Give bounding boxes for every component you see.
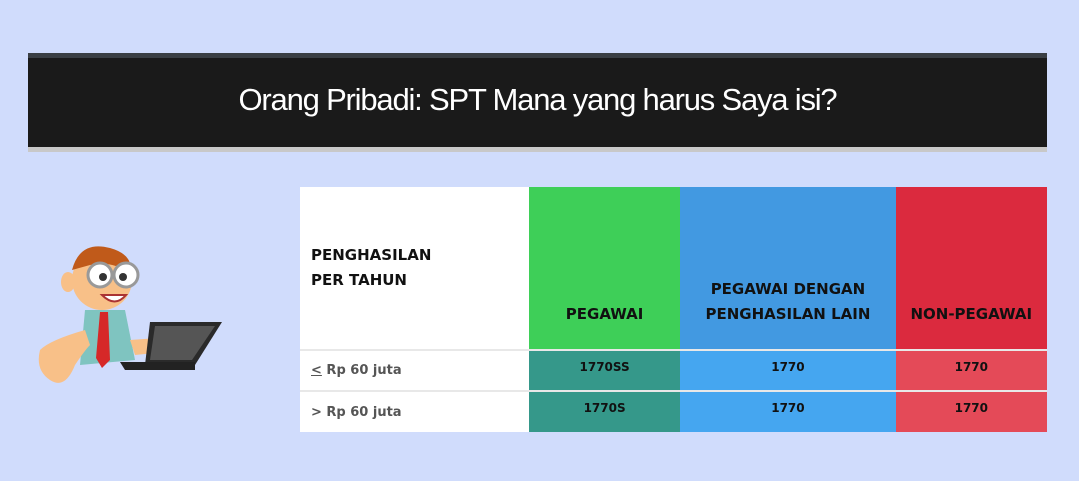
cell-pegawai: 1770SS — [528, 349, 681, 391]
table-row: > Rp 60 juta 1770S 1770 1770 — [300, 390, 1047, 432]
less-equal-sign: < — [311, 363, 322, 378]
row-label-text: Rp 60 juta — [321, 363, 402, 378]
cell-pegawai-lain: 1770 — [680, 349, 896, 391]
column-header-pegawai-lain: PEGAWAI DENGAN PENGHASILAN LAIN — [680, 187, 896, 350]
cell-pegawai-lain: 1770 — [680, 390, 896, 432]
row-label: > Rp 60 juta — [300, 390, 529, 432]
page-title: Orang Pribadi: SPT Mana yang harus Saya … — [238, 82, 838, 117]
row-label: < Rp 60 juta — [300, 349, 529, 391]
cell-pegawai: 1770S — [528, 390, 681, 432]
column-header-pegawai: PEGAWAI — [528, 187, 681, 350]
title-banner: Orang Pribadi: SPT Mana yang harus Saya … — [28, 53, 1047, 147]
table-row: < Rp 60 juta 1770SS 1770 1770 — [300, 349, 1047, 391]
cell-non-pegawai: 1770 — [895, 390, 1047, 432]
column-header-non-pegawai: NON-PEGAWAI — [895, 187, 1047, 350]
column-header-income: PENGHASILAN PER TAHUN — [300, 187, 529, 350]
cell-non-pegawai: 1770 — [895, 349, 1047, 391]
spt-table: PENGHASILAN PER TAHUN PEGAWAI PEGAWAI DE… — [300, 187, 1047, 432]
table-header-row: PENGHASILAN PER TAHUN PEGAWAI PEGAWAI DE… — [300, 187, 1047, 350]
man-with-laptop-illustration — [38, 246, 222, 383]
